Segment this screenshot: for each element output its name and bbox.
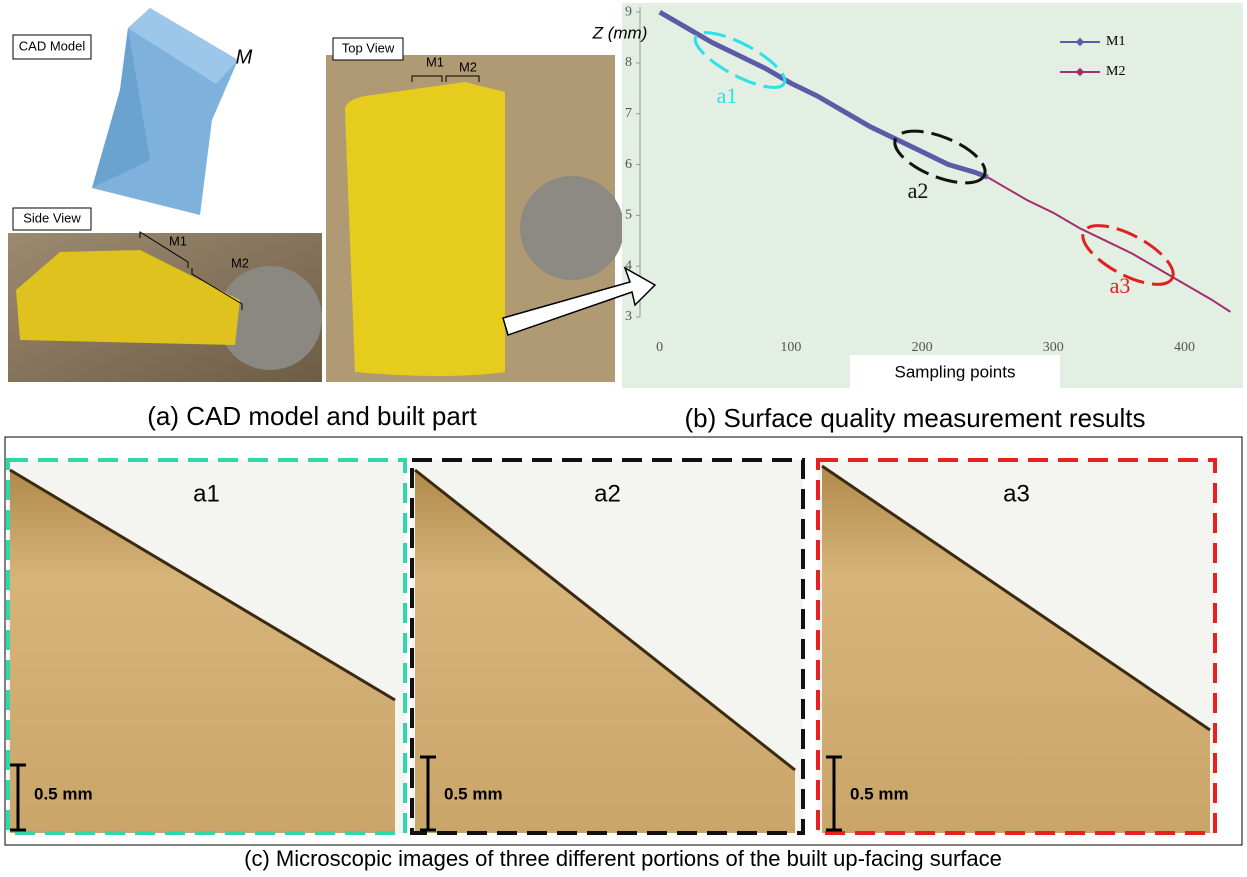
x-tick-label: 300 [1043, 340, 1064, 355]
caption: (a) CAD model and built part [147, 401, 477, 431]
coin [520, 176, 624, 280]
annotation-label: a2 [908, 178, 929, 203]
caption: (c) Microscopic images of three differen… [244, 846, 1002, 871]
x-tick-label: 200 [912, 340, 933, 355]
part [345, 82, 505, 376]
x-tick-label: 100 [780, 340, 801, 355]
y-axis-label: Z (mm) [592, 23, 648, 42]
x-axis-label: Sampling points [895, 362, 1016, 381]
y-tick-label: 9 [625, 4, 632, 19]
y-tick-label: 8 [625, 55, 632, 70]
legend-label: M2 [1106, 64, 1125, 79]
scale-label: 0.5 mm [444, 784, 503, 803]
label: M1 [169, 233, 187, 248]
panel-c: (c) Microscopic images of three differen… [5, 437, 1242, 871]
label: M [236, 46, 253, 68]
chart-background [622, 3, 1243, 388]
scale-label: 0.5 mm [850, 784, 909, 803]
label: M1 [426, 54, 444, 69]
panel-a: CAD Model M Side View M1 M2 Top View M1 … [8, 8, 624, 431]
caption: (b) Surface quality measurement results [685, 403, 1146, 433]
figure: CAD Model M Side View M1 M2 Top View M1 … [0, 0, 1247, 877]
legend-label: M1 [1106, 34, 1125, 49]
x-tick-label: 400 [1174, 340, 1195, 355]
image-label: a2 [594, 480, 621, 507]
y-tick-label: 3 [625, 309, 632, 324]
annotation-label: a1 [717, 83, 738, 108]
scale-label: 0.5 mm [34, 784, 93, 803]
y-tick-label: 7 [625, 106, 632, 121]
label: CAD Model [19, 38, 86, 53]
image-label: a3 [1003, 480, 1030, 507]
image-label: a1 [193, 480, 220, 507]
label: Side View [23, 210, 81, 225]
y-tick-label: 6 [625, 157, 632, 172]
y-tick-label: 5 [625, 208, 632, 223]
x-tick-label: 0 [656, 340, 663, 355]
label: Top View [342, 40, 395, 55]
annotation-label: a3 [1110, 273, 1131, 298]
label: M2 [459, 59, 477, 74]
label: M2 [231, 255, 249, 270]
